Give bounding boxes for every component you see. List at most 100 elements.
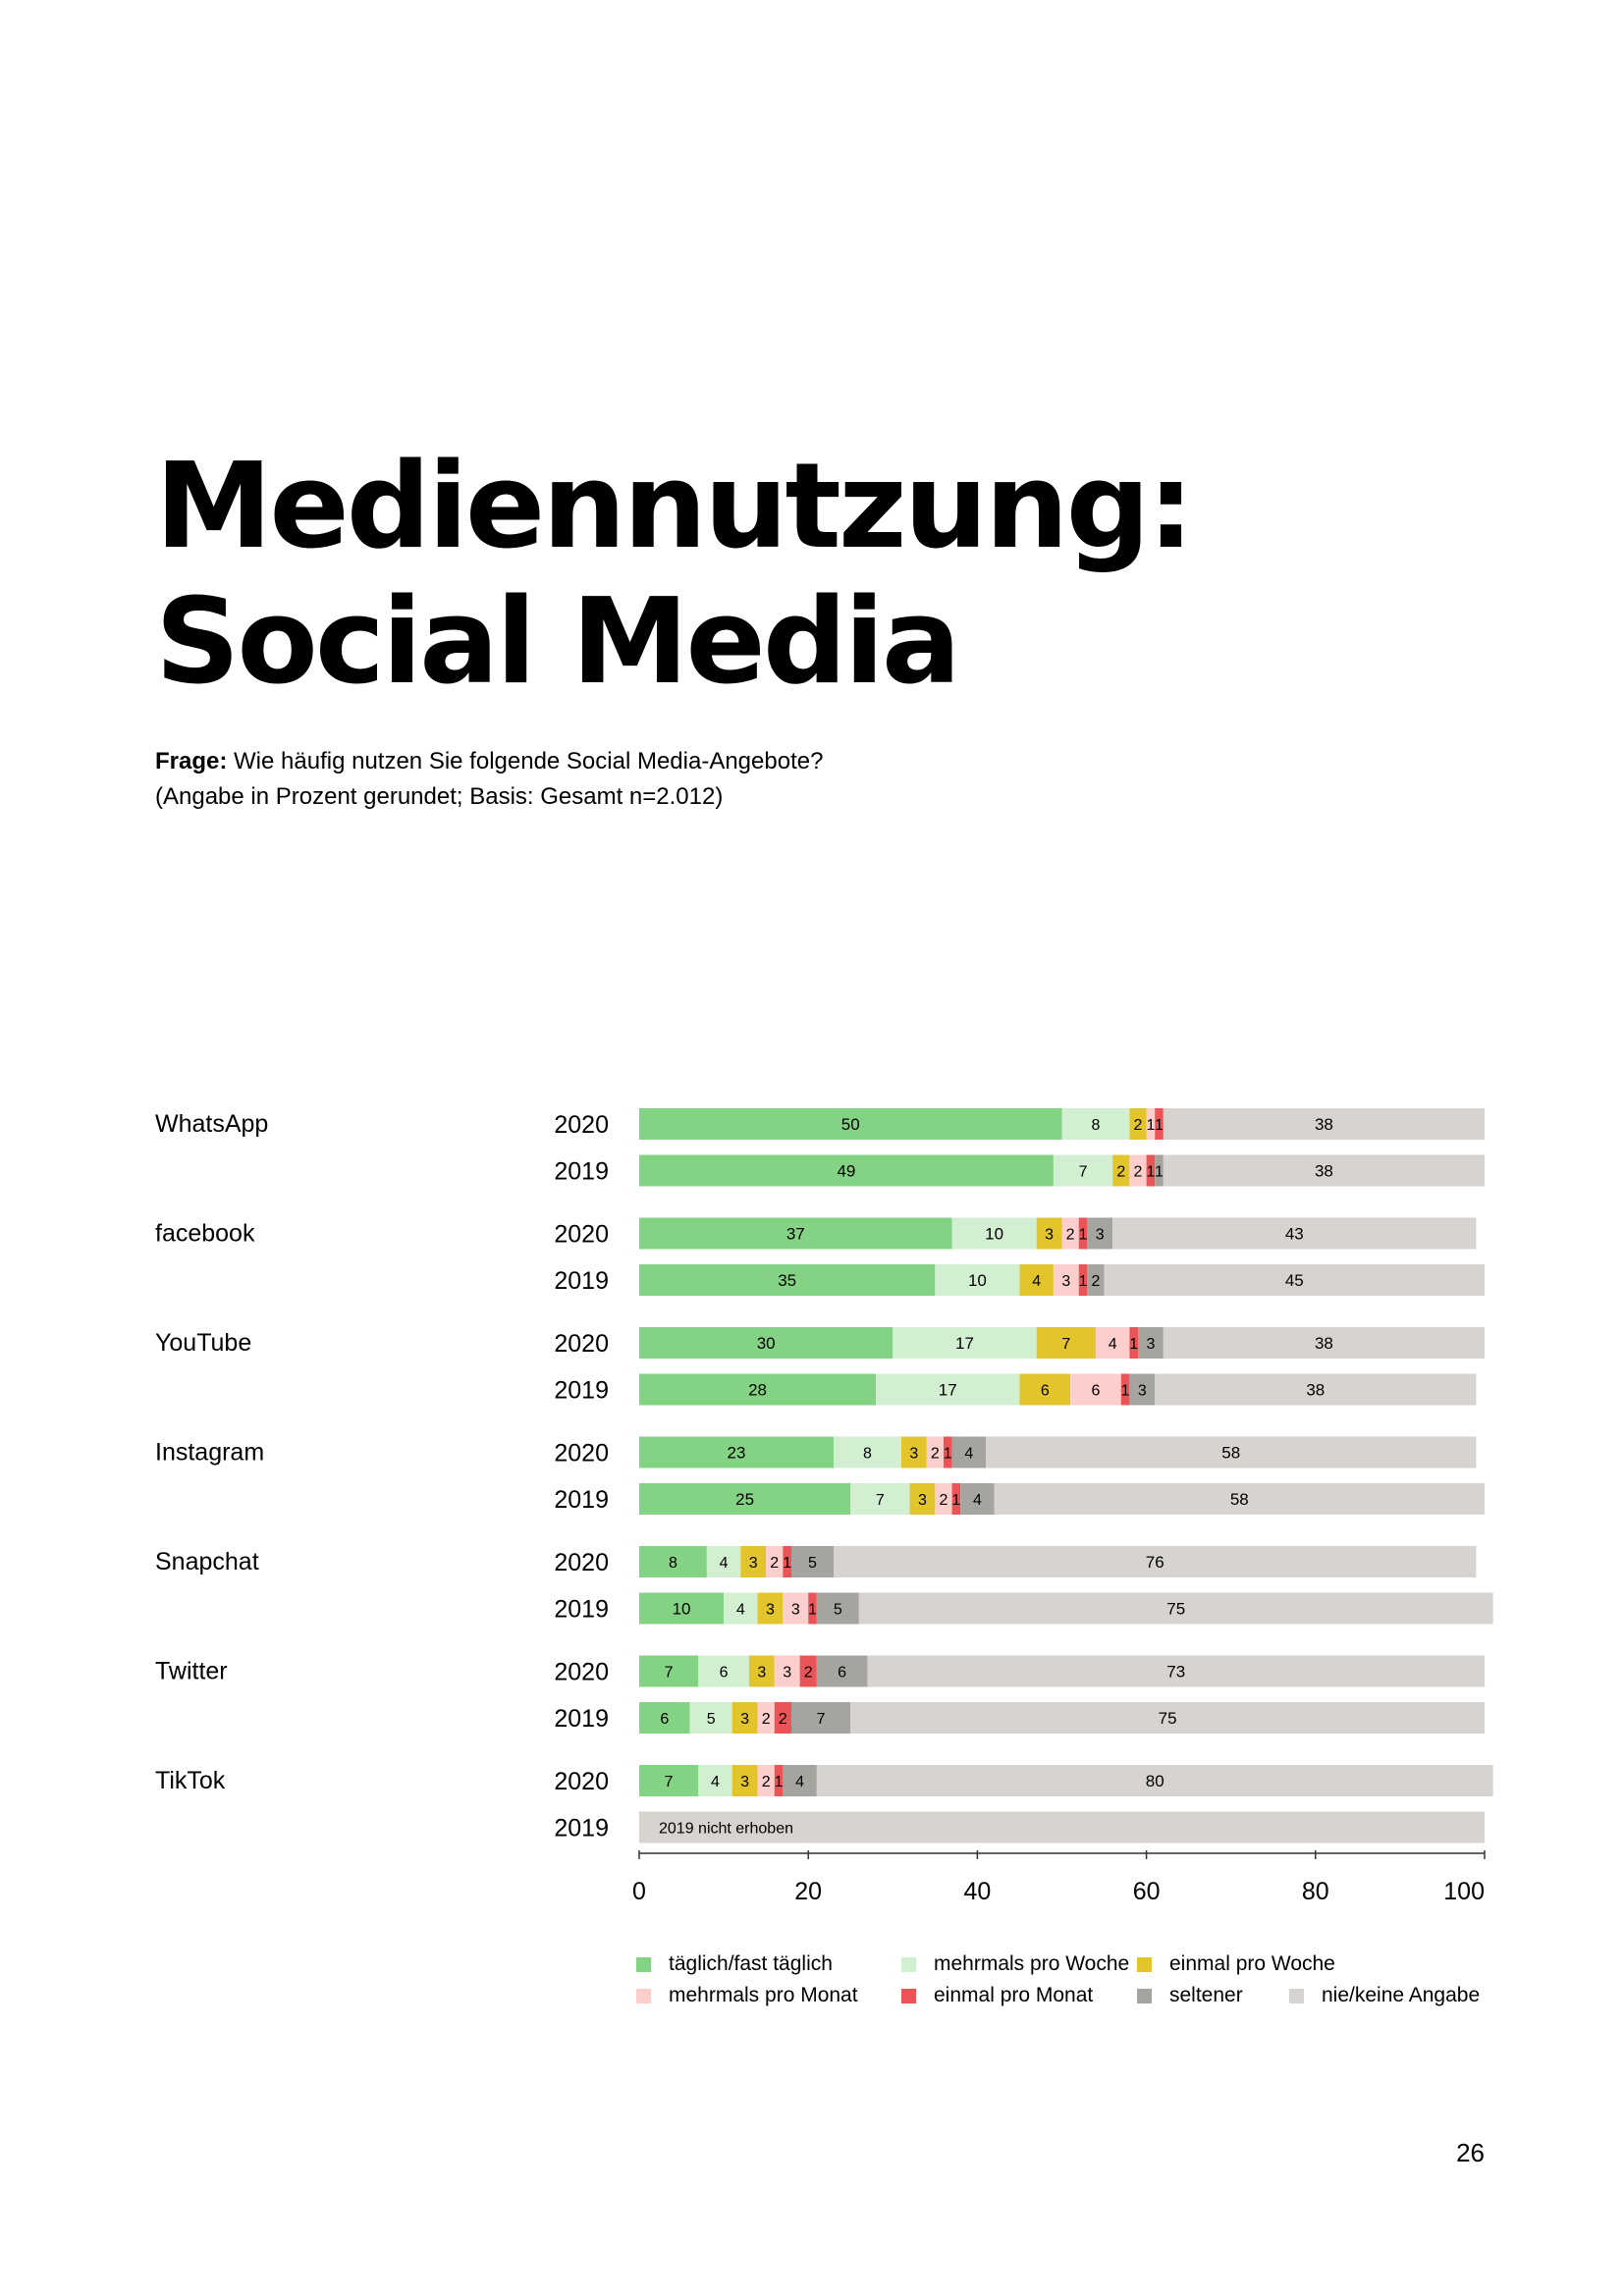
- bar-segment-once_week: [1036, 1327, 1096, 1359]
- bar-segment-daily: [639, 1373, 877, 1406]
- x-tick-label: 0: [632, 1878, 646, 1905]
- bar-segment-several_week: [935, 1264, 1020, 1296]
- data-label: 7: [665, 1665, 674, 1682]
- data-label: 25: [735, 1490, 754, 1509]
- bar-segment-several_week: [698, 1765, 732, 1796]
- data-label: 3: [918, 1492, 927, 1509]
- bar-segment-once_month: [951, 1483, 961, 1515]
- bar-segment-several_month: [757, 1765, 775, 1796]
- legend-label: einmal pro Monat: [934, 1984, 1094, 2006]
- bar-segment-once_month: [1155, 1108, 1164, 1140]
- data-label: 3: [740, 1711, 749, 1728]
- bar-segment-once_month: [943, 1436, 952, 1468]
- data-label: 3: [766, 1602, 775, 1619]
- brand-label-twitter: Twitter: [155, 1658, 228, 1685]
- data-label: 10: [673, 1600, 691, 1619]
- data-label: 2: [804, 1665, 813, 1682]
- year-label: 2019: [554, 1596, 609, 1624]
- data-label: 3: [1146, 1336, 1155, 1353]
- bar-segment-never: [1104, 1264, 1485, 1296]
- bar-segment-several_week: [1053, 1154, 1113, 1187]
- data-label: 17: [955, 1334, 974, 1353]
- data-label: 3: [749, 1555, 758, 1572]
- bar-segment-once_week: [1036, 1217, 1062, 1250]
- data-label: 2: [1091, 1273, 1100, 1290]
- data-label: 2: [1134, 1117, 1143, 1134]
- data-label: 7: [876, 1492, 885, 1509]
- question-line: Frage: Wie häufig nutzen Sie folgende So…: [155, 744, 823, 779]
- data-label: 3: [740, 1774, 749, 1790]
- bar-segment-never: [867, 1655, 1485, 1687]
- bar-segment-several_month: [757, 1702, 775, 1734]
- data-label: 6: [1091, 1383, 1100, 1400]
- bar-segment-daily: [639, 1436, 835, 1468]
- bar-segment-daily: [639, 1154, 1054, 1187]
- bar-segment-several_month: [926, 1436, 944, 1468]
- bar-segment-several_month: [766, 1546, 784, 1577]
- bar-segment-rarer: [790, 1546, 835, 1577]
- data-label: 6: [838, 1665, 846, 1682]
- legend-swatch: [1137, 1956, 1152, 1972]
- bar-segment-several_week: [706, 1546, 741, 1577]
- data-label: 7: [665, 1774, 674, 1790]
- data-label: 4: [964, 1446, 973, 1463]
- data-label: 4: [973, 1492, 982, 1509]
- data-label: 49: [837, 1162, 855, 1181]
- bar-segment-once_month: [808, 1592, 817, 1625]
- data-label: 3: [783, 1665, 791, 1682]
- bar-segment-several_month: [1129, 1154, 1147, 1187]
- data-label: 1: [944, 1446, 952, 1463]
- legend-swatch: [636, 1988, 651, 2003]
- bar-segment-once_month: [783, 1546, 791, 1577]
- data-label: 4: [711, 1774, 720, 1790]
- data-label: 4: [795, 1774, 804, 1790]
- legend-swatch: [1289, 1988, 1304, 2003]
- bar-segment-rarer: [1137, 1327, 1164, 1359]
- data-label: 38: [1315, 1115, 1333, 1134]
- data-label: 1: [1155, 1117, 1164, 1134]
- bar-segment-once_week: [757, 1592, 784, 1625]
- data-label: 75: [1159, 1709, 1177, 1728]
- bar-segment-once_month: [1078, 1264, 1088, 1296]
- year-label: 2020: [554, 1111, 609, 1139]
- bar-segment-several_month: [1146, 1108, 1156, 1140]
- data-label: 4: [1032, 1273, 1041, 1290]
- brand-label-tiktok: TikTok: [155, 1767, 226, 1794]
- data-label: 1: [1129, 1336, 1138, 1353]
- bar-segment-once_week: [740, 1546, 767, 1577]
- bar-segment-daily: [639, 1264, 936, 1296]
- data-label: 30: [757, 1334, 776, 1353]
- bar-segment-never: [816, 1765, 1493, 1796]
- legend-item-once_week: einmal pro Woche: [1137, 1949, 1335, 1979]
- data-label: 3: [909, 1446, 918, 1463]
- data-label: 1: [783, 1555, 791, 1572]
- bar-segment-never: [994, 1483, 1485, 1515]
- data-label: 8: [669, 1555, 677, 1572]
- data-label: 10: [968, 1271, 987, 1290]
- legend-swatch: [901, 1956, 916, 1972]
- data-label: 4: [1109, 1336, 1117, 1353]
- bar-segment-several_month: [935, 1483, 952, 1515]
- bar-segment-never: [834, 1546, 1477, 1577]
- year-label: 2019: [554, 1158, 609, 1186]
- bar-segment-daily: [639, 1327, 893, 1359]
- year-label: 2020: [554, 1549, 609, 1576]
- legend-item-never: nie/keine Angabe: [1289, 1981, 1480, 2010]
- bar-segment-rarer: [951, 1436, 987, 1468]
- bar-segment-daily: [639, 1108, 1062, 1140]
- bar-segment-rarer: [1129, 1373, 1156, 1406]
- data-label: 2: [779, 1711, 787, 1728]
- title-line-2: Social Media: [155, 574, 961, 711]
- brand-label-instagram: Instagram: [155, 1439, 264, 1467]
- basis-note: (Angabe in Prozent gerundet; Basis: Gesa…: [155, 783, 724, 810]
- legend-label: einmal pro Woche: [1169, 1952, 1335, 1975]
- bar-segment-several_week: [689, 1702, 732, 1734]
- data-label: 6: [660, 1711, 669, 1728]
- data-label: 5: [808, 1555, 817, 1572]
- data-label: 7: [817, 1711, 826, 1728]
- data-label: 58: [1230, 1490, 1249, 1509]
- page-title: Mediennutzung: Social Media: [155, 440, 1194, 711]
- data-label: 2: [1066, 1227, 1075, 1244]
- data-label: 3: [1061, 1273, 1070, 1290]
- legend-item-several_month: mehrmals pro Monat: [636, 1981, 858, 2010]
